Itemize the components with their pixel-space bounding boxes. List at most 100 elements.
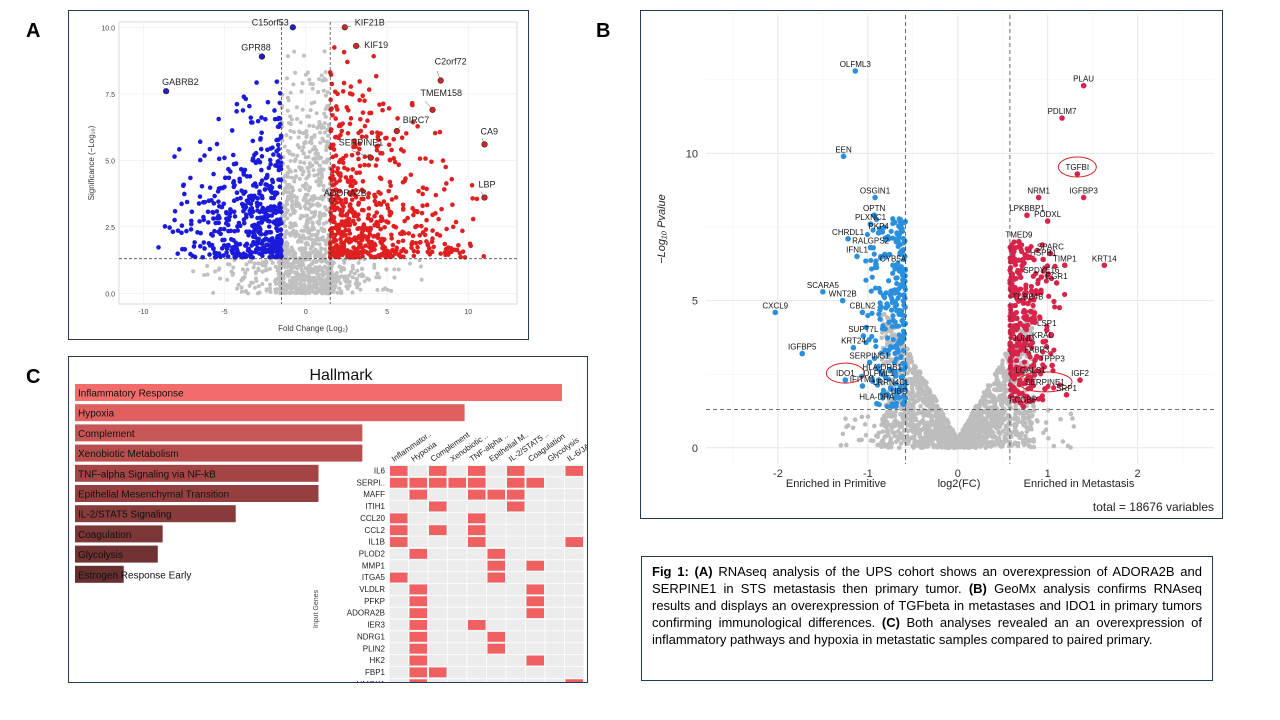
point-ns xyxy=(317,163,322,168)
point-ns xyxy=(987,391,993,396)
gene-label-b: FABP3 xyxy=(1024,346,1049,355)
point-up xyxy=(344,250,349,256)
point-ns xyxy=(273,264,278,269)
point-down xyxy=(188,221,194,227)
point-ns xyxy=(306,235,311,240)
point-ns xyxy=(1068,411,1074,417)
gene-row-label: IL6 xyxy=(374,467,386,476)
point-down xyxy=(246,194,252,199)
point-ns xyxy=(316,176,321,181)
point-up xyxy=(1039,393,1045,399)
point-up xyxy=(434,231,440,237)
point-ns xyxy=(926,410,931,416)
gene-label-b: CBLN2 xyxy=(850,301,876,310)
point-down xyxy=(883,305,889,311)
volcano-plot-b: OLFML3EENOSGIN1OPTNPLXNC1PKP4CHRDL1RALGP… xyxy=(656,15,1214,514)
y-tick-a: 10.0 xyxy=(101,25,115,32)
point-down xyxy=(219,246,225,251)
point-ns xyxy=(284,185,289,190)
point-down xyxy=(882,254,889,260)
point-ns xyxy=(1046,436,1051,441)
point-ns xyxy=(306,169,311,174)
x-tick-b: -2 xyxy=(773,468,783,480)
point-up xyxy=(389,248,395,254)
point-ns xyxy=(244,262,249,267)
point-up xyxy=(354,213,360,219)
point-down xyxy=(255,246,261,252)
point-ns xyxy=(339,289,344,294)
point-down xyxy=(201,214,206,220)
labeled-point xyxy=(1016,238,1022,245)
point-up xyxy=(444,226,449,232)
point-ns xyxy=(999,443,1005,449)
point-ns xyxy=(250,280,255,285)
panel-letter-b: B xyxy=(596,20,611,42)
point-ns xyxy=(295,153,300,158)
gene-label-b: HLA-DRA xyxy=(859,393,895,402)
point-ns xyxy=(294,275,299,280)
point-ns xyxy=(302,160,307,165)
point-up xyxy=(336,226,342,232)
point-up xyxy=(425,241,431,247)
point-down xyxy=(246,232,251,238)
point-ns xyxy=(1013,403,1018,409)
point-down xyxy=(214,215,220,221)
point-ns xyxy=(308,246,313,251)
point-down xyxy=(902,395,909,401)
point-up xyxy=(396,239,401,245)
point-down xyxy=(260,195,265,201)
gene-hit-cell xyxy=(487,643,505,654)
point-down xyxy=(869,310,875,316)
point-down xyxy=(885,392,891,398)
point-ns xyxy=(321,271,326,276)
point-ns xyxy=(253,269,258,274)
x-tick-a: 5 xyxy=(385,309,389,316)
point-down xyxy=(895,243,901,250)
point-down xyxy=(890,270,896,276)
point-ns xyxy=(239,289,244,294)
point-ns xyxy=(317,210,322,215)
point-down xyxy=(250,156,256,161)
point-down xyxy=(235,228,240,233)
labeled-point xyxy=(1074,171,1081,177)
point-up xyxy=(400,207,406,212)
point-up xyxy=(375,232,381,238)
point-ns xyxy=(291,152,296,157)
point-down xyxy=(210,209,215,215)
axis-xlabel-a: Fold Change (Log₂) xyxy=(278,324,348,333)
point-up xyxy=(352,221,357,227)
point-down xyxy=(872,338,879,344)
point-down xyxy=(256,220,262,226)
point-ns xyxy=(969,416,974,422)
point-up xyxy=(391,156,397,161)
point-down xyxy=(231,209,237,215)
point-up xyxy=(348,174,354,180)
point-down xyxy=(267,250,273,256)
point-ns xyxy=(920,381,926,387)
pathway-bar xyxy=(75,505,236,523)
point-up xyxy=(409,102,415,107)
point-down xyxy=(876,311,882,317)
point-down xyxy=(271,152,276,157)
point-ns xyxy=(322,121,327,126)
point-ns xyxy=(325,271,330,276)
y-tick-b: 0 xyxy=(692,443,698,455)
point-ns xyxy=(1025,411,1030,416)
point-down xyxy=(900,328,907,334)
point-ns xyxy=(295,232,300,237)
point-ns xyxy=(354,277,359,282)
point-ns xyxy=(299,289,304,294)
point-up xyxy=(1050,385,1057,391)
point-ns xyxy=(880,429,886,434)
point-ns xyxy=(1014,423,1019,428)
point-down xyxy=(175,251,181,256)
point-down xyxy=(268,183,273,189)
point-up xyxy=(1007,259,1014,265)
point-ns xyxy=(270,261,275,266)
gene-hit-cell xyxy=(409,477,427,488)
labeled-point xyxy=(1101,262,1108,269)
point-up xyxy=(460,228,465,234)
point-ns xyxy=(299,166,304,171)
point-ns xyxy=(307,77,312,82)
point-ns xyxy=(910,434,916,440)
